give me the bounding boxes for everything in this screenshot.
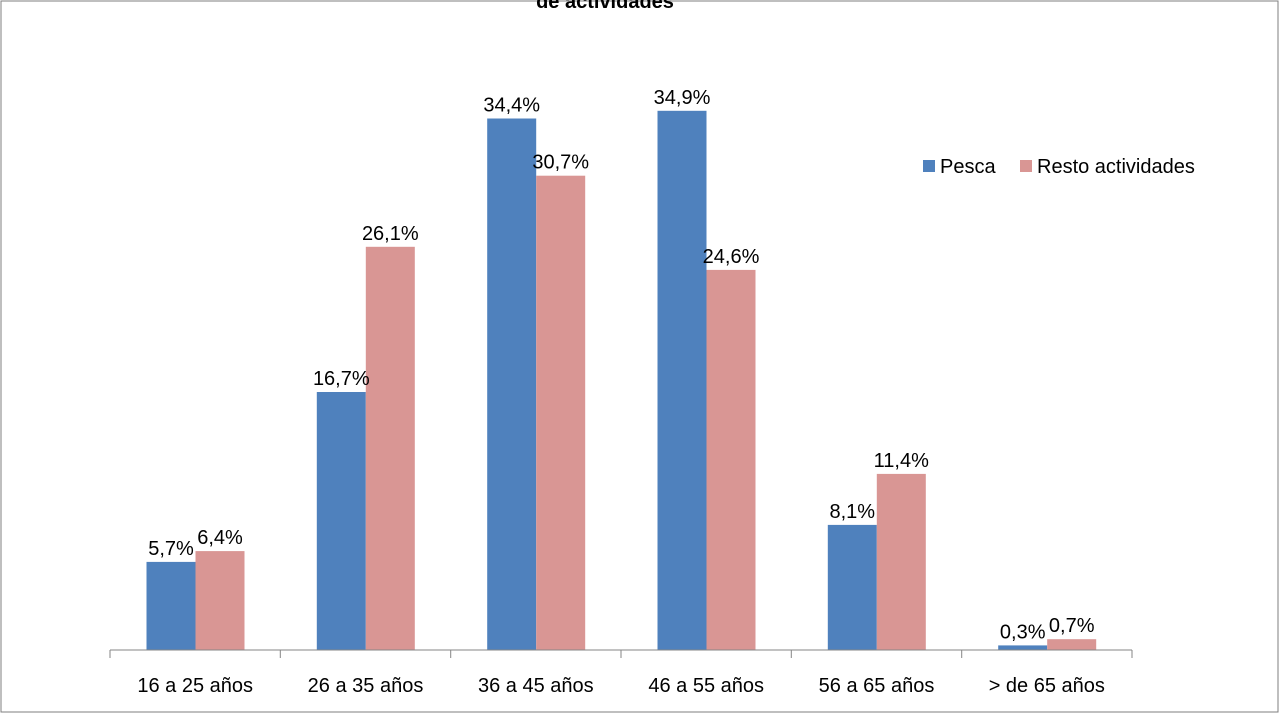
legend: Pesca Resto actividades xyxy=(923,156,1195,178)
bar-resto-actividades-3 xyxy=(536,175,586,650)
bar-pesca-1 xyxy=(146,561,196,650)
value-label-resto-actividades-3: 30,7% xyxy=(532,152,589,174)
bar-pesca-6 xyxy=(998,645,1048,650)
value-label-pesca-6: 0,3% xyxy=(1000,621,1046,643)
bar-pesca-4 xyxy=(657,110,707,651)
bar-resto-actividades-1 xyxy=(195,551,245,650)
x-tick-label-2: 26 a 35 años xyxy=(308,675,424,697)
bar-resto-actividades-6 xyxy=(1047,639,1097,650)
x-tick-label-6: > de 65 años xyxy=(989,675,1105,697)
bar-pesca-3 xyxy=(487,118,537,650)
legend-swatch-pesca xyxy=(923,160,935,172)
value-label-resto-actividades-6: 0,7% xyxy=(1049,615,1095,637)
value-label-pesca-5: 8,1% xyxy=(830,501,876,523)
value-label-resto-actividades-1: 6,4% xyxy=(197,527,243,549)
bar-pesca-5 xyxy=(827,524,877,650)
x-axis: 16 a 25 años 26 a 35 años 36 a 45 años 46 a… xyxy=(109,649,1133,697)
value-label-pesca-2: 16,7% xyxy=(313,368,370,390)
value-label-resto-actividades-2: 26,1% xyxy=(362,223,419,245)
value-label-pesca-1: 5,7% xyxy=(148,538,194,560)
value-label-pesca-3: 34,4% xyxy=(483,95,540,117)
bars-group xyxy=(146,110,1097,651)
bar-resto-actividades-4 xyxy=(706,269,756,650)
legend-label-pesca: Pesca xyxy=(940,156,996,178)
x-tick-label-5: 56 a 65 años xyxy=(819,675,935,697)
bar-resto-actividades-5 xyxy=(876,473,926,650)
bar-resto-actividades-2 xyxy=(365,246,415,651)
chart-title: de actividades xyxy=(536,0,674,13)
value-label-pesca-4: 34,9% xyxy=(654,87,711,109)
x-tick-label-4: 46 a 55 años xyxy=(648,675,764,697)
bar-pesca-2 xyxy=(316,392,366,650)
x-tick-label-3: 36 a 45 años xyxy=(478,675,594,697)
value-label-resto-actividades-5: 11,4% xyxy=(874,450,929,472)
legend-label-resto-actividades: Resto actividades xyxy=(1037,156,1195,178)
x-tick-label-1: 16 a 25 años xyxy=(137,675,253,697)
value-label-resto-actividades-4: 24,6% xyxy=(703,246,760,268)
value-labels-group: 5,7% 6,4% 16,7% 26,1% 34,4% 30,7% 34,9% 24,6% 8,… xyxy=(148,87,1095,644)
legend-swatch-resto-actividades xyxy=(1020,160,1032,172)
